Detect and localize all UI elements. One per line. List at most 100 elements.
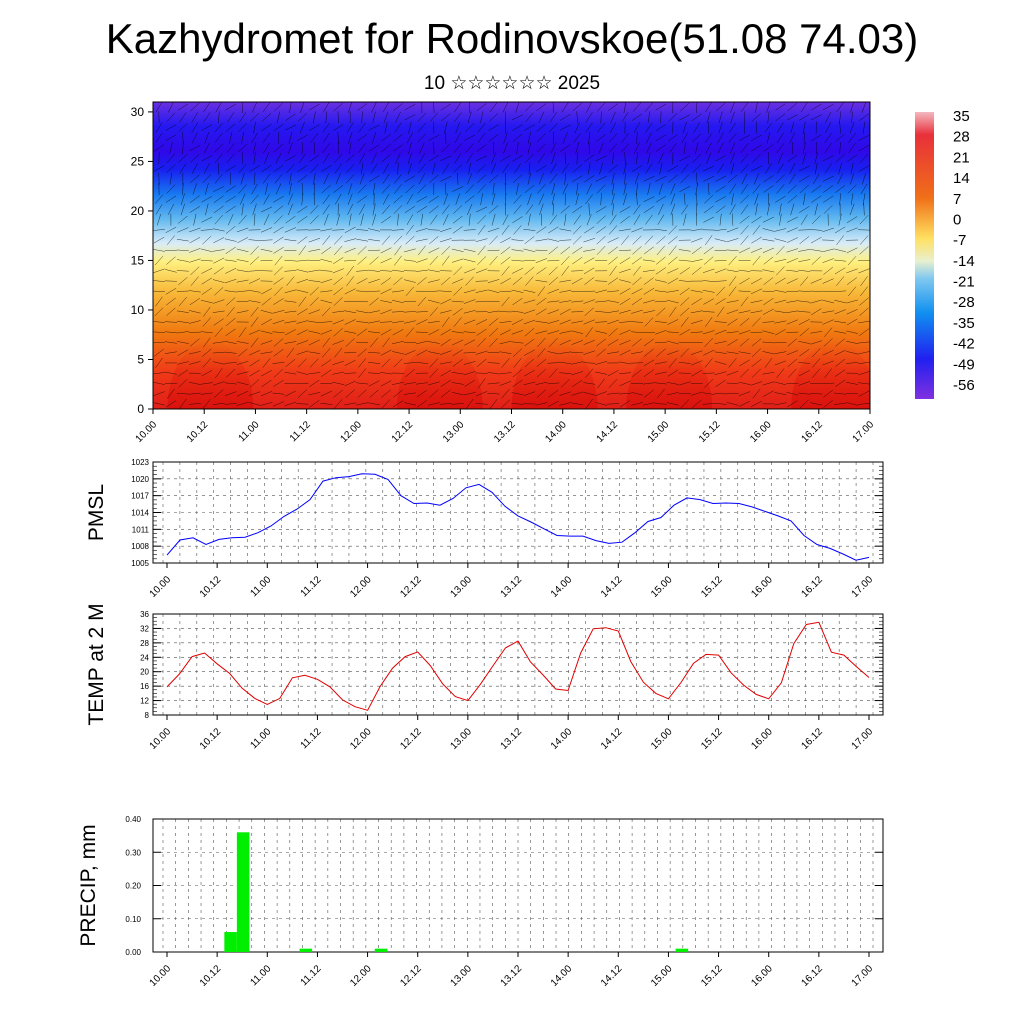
wind-barb [743, 111, 746, 124]
wind-barb [755, 203, 758, 216]
wind-barb [248, 239, 261, 241]
wind-barb [680, 399, 690, 409]
y-tick-label: 10 [131, 303, 145, 317]
wind-barb [455, 193, 460, 205]
wind-barb [822, 299, 835, 304]
wind-barb [786, 319, 798, 325]
wind-barb [552, 203, 554, 216]
y-tick-label: 0.40 [125, 815, 141, 824]
wind-barb [596, 226, 607, 234]
wind-barb [516, 183, 519, 195]
wind-barb [301, 142, 303, 155]
wind-barb [477, 378, 486, 389]
wind-barb [441, 204, 450, 215]
wind-barb [799, 175, 810, 183]
wind-barb [654, 300, 667, 303]
wind-barb [779, 203, 782, 216]
wind-barb [631, 256, 642, 265]
wind-barb [559, 279, 572, 283]
wind-barb [154, 255, 164, 266]
wind-barb [740, 194, 749, 204]
wind-barb [632, 102, 642, 112]
wind-barb [548, 389, 559, 398]
wind-barb [789, 163, 796, 174]
wind-barb [357, 103, 368, 111]
wind-barb [539, 203, 544, 216]
wind-barb [643, 246, 654, 255]
wind-barb [273, 123, 284, 132]
x-tick-label: 16.12 [800, 726, 826, 752]
wind-barb [188, 381, 201, 385]
wind-barb [452, 186, 464, 192]
wind-barb [572, 225, 582, 235]
wind-barb [576, 183, 579, 195]
wind-barb [417, 122, 427, 133]
wind-barb [285, 359, 296, 367]
wind-barb [168, 102, 174, 113]
wind-barb [285, 155, 296, 162]
wind-barb [667, 350, 679, 355]
wind-barb [739, 359, 750, 367]
wind-barb [527, 131, 532, 144]
wind-barb [296, 371, 309, 375]
x-tick-label: 12.00 [348, 726, 374, 752]
wind-barb [200, 299, 213, 304]
wind-barb [863, 121, 865, 134]
wind-barb [309, 124, 320, 131]
x-tick-label: 11.00 [248, 963, 273, 988]
wind-barb [619, 372, 632, 374]
wind-barb [623, 162, 627, 175]
wind-barb [179, 163, 187, 174]
wind-barb [408, 121, 412, 134]
wind-barb [215, 102, 222, 113]
wind-barb [441, 113, 451, 122]
wind-barb [418, 173, 425, 185]
wind-barb [762, 381, 775, 386]
wind-barb [642, 269, 655, 272]
x-tick-label: 13.12 [499, 574, 525, 600]
wind-barb [798, 290, 811, 293]
wind-barb [405, 369, 415, 378]
wind-barb [524, 328, 535, 337]
wind-barb [155, 102, 163, 113]
wind-barb [176, 392, 189, 395]
wind-barb [213, 318, 224, 326]
wind-barb [824, 132, 832, 143]
wind-barb [838, 162, 843, 175]
wind-barb [681, 132, 689, 144]
wind-barb [858, 390, 870, 397]
wind-barb [619, 257, 631, 264]
wind-barb [524, 349, 535, 356]
wind-barb [225, 246, 236, 254]
wind-barb [810, 278, 822, 284]
wind-barb [344, 238, 357, 242]
wind-barb [212, 402, 225, 405]
wind-barb [153, 341, 165, 344]
wind-barb [536, 267, 547, 275]
wind-barb [825, 111, 832, 123]
wind-barb [583, 226, 595, 234]
wind-barb [453, 286, 463, 296]
wind-barb [253, 213, 256, 226]
wind-barb [284, 310, 297, 313]
wind-barb [730, 152, 735, 164]
wind-barb [201, 287, 212, 295]
wind-barb [608, 133, 618, 143]
wind-barb [799, 184, 809, 194]
wind-barb [574, 121, 580, 134]
wind-barb [691, 113, 702, 122]
wind-barb [705, 142, 712, 154]
wind-barb [776, 132, 784, 143]
wind-barb [511, 392, 524, 396]
wind-barb [429, 368, 439, 378]
wind-barb [679, 114, 691, 121]
wind-barb [584, 307, 594, 316]
wind-barb [393, 133, 403, 142]
wind-barb [165, 269, 177, 273]
wind-barb [702, 268, 715, 273]
wind-barb [265, 183, 269, 195]
wind-barb [407, 152, 413, 165]
wind-barb [632, 276, 642, 286]
wind-barb [451, 372, 464, 375]
wind-barb [205, 203, 209, 216]
